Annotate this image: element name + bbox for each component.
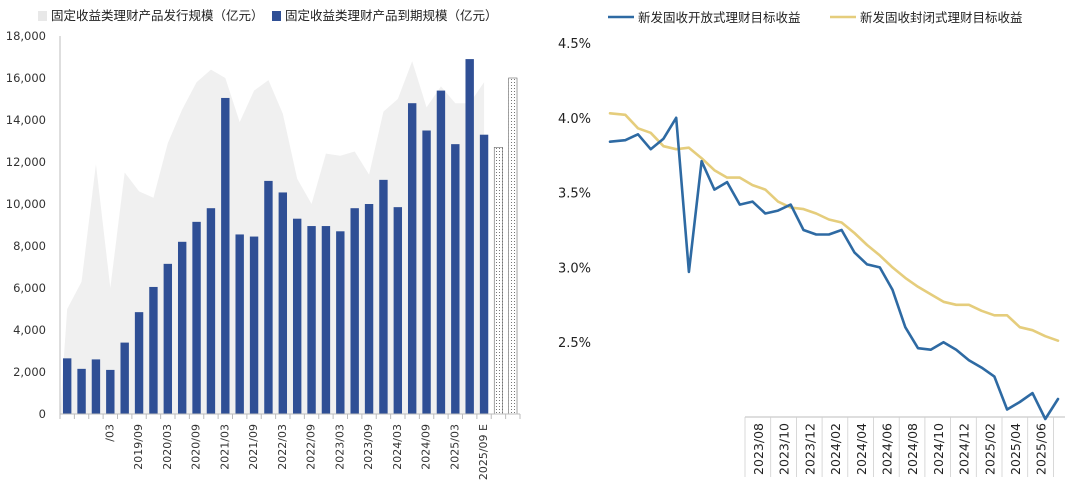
closed-ended-yield-line: [608, 112, 1060, 342]
x-tick-label: 2023/09: [362, 424, 375, 470]
y-tick-label: 2,000: [13, 365, 46, 379]
maturity-bar: [465, 59, 474, 414]
maturity-bar: [91, 359, 101, 414]
maturity-bar: [479, 134, 489, 414]
x-tick-label: 2024/04: [854, 423, 869, 475]
y-tick-label: 4,000: [13, 323, 46, 337]
x-tick-label: 2022/03: [276, 424, 289, 470]
maturity-bar: [292, 218, 302, 414]
maturity-bar: [336, 231, 345, 414]
x-tick-label: 2020/03: [161, 424, 174, 470]
legend-swatch-maturity: [272, 11, 281, 21]
x-tick-label: 2023/08: [751, 423, 766, 475]
y-tick-label: 3.5%: [558, 187, 591, 202]
legend-label-closed: 新发固收封闭式理财目标收益: [860, 10, 1023, 25]
x-tick-label: 2021/09: [247, 424, 260, 470]
left-bar-chart: 0 2,000 4,000 6,000 8,000 10,000 12,000 14,000 1…: [6, 8, 521, 480]
open-ended-yield-line: [608, 116, 1060, 421]
estimate-bar: [508, 77, 518, 415]
maturity-bar: [393, 207, 403, 414]
legend-swatch-issuance: [38, 11, 47, 21]
maturity-bar: [120, 342, 129, 414]
maturity-bar: [206, 208, 216, 414]
right-line-chart: 2.5% 3.0% 3.5% 4.0% 4.5% 2023/08 2023/10 2023/1…: [558, 10, 1065, 477]
maturity-bar: [177, 241, 187, 414]
x-tick-label: 2023/03: [333, 424, 346, 470]
maturity-bar: [451, 144, 460, 414]
x-tick-label: 2023/12: [802, 423, 817, 475]
maturity-bar: [278, 192, 288, 414]
legend-label-maturity: 固定收益类理财产品到期规模（亿元）: [285, 8, 498, 23]
x-tick-label: 2023/10: [777, 423, 792, 475]
legend-label-open: 新发固收开放式理财目标收益: [638, 10, 801, 25]
x-tick-label: 2024/09: [420, 424, 433, 470]
maturity-bar: [134, 312, 144, 414]
maturity-bar: [235, 234, 244, 414]
maturity-bar: [192, 221, 201, 414]
y-tick-label: 2.5%: [558, 336, 591, 351]
maturity-bar: [77, 368, 86, 414]
y-tick-label: 18,000: [6, 29, 46, 43]
maturity-bar: [321, 226, 331, 414]
y-tick-label: 8,000: [13, 239, 46, 253]
x-tick-label: /03: [103, 424, 116, 442]
y-tick-label: 6,000: [13, 281, 46, 295]
x-tick-label: 2025/04: [1008, 423, 1023, 475]
estimate-bar: [493, 147, 503, 415]
y-tick-label: 10,000: [6, 197, 46, 211]
maturity-bar: [62, 358, 72, 414]
x-tick-label: 2025/06: [1034, 423, 1049, 475]
x-tick-label: 2020/09: [190, 424, 203, 470]
x-tick-label: 2024/02: [828, 423, 843, 475]
maturity-bar: [149, 286, 158, 414]
x-tick-label: 2025/03: [448, 424, 461, 470]
maturity-bar: [422, 130, 431, 414]
maturity-bar: [163, 263, 173, 414]
y-tick-label: 4.5%: [558, 37, 591, 52]
x-tick-label: 2025/09 E: [477, 424, 490, 480]
x-tick-label: 2025/02: [982, 423, 997, 475]
x-tick-label: 2024/10: [931, 423, 946, 475]
maturity-bar: [436, 90, 446, 414]
x-tick-label: 2019/09: [132, 424, 145, 470]
x-tick-label: 2024/12: [957, 423, 972, 475]
maturity-bar: [307, 226, 316, 414]
maturity-bar: [407, 103, 417, 414]
maturity-bar: [264, 180, 273, 414]
maturity-bar: [221, 97, 230, 414]
x-tick-label: 2024/06: [880, 423, 895, 475]
x-tick-label: 2024/08: [905, 423, 920, 475]
y-tick-label: 0: [39, 407, 46, 421]
maturity-bar: [379, 179, 388, 414]
maturity-bar: [106, 369, 115, 414]
maturity-bar: [350, 208, 359, 414]
y-tick-label: 12,000: [6, 155, 46, 169]
x-tick-label: 2021/03: [218, 424, 231, 470]
x-tick-label: 2022/09: [305, 424, 318, 470]
maturity-bar: [364, 204, 374, 414]
y-tick-label: 14,000: [6, 113, 46, 127]
y-tick-label: 3.0%: [558, 261, 591, 276]
y-tick-label: 16,000: [6, 71, 46, 85]
x-tick-label: 2024/03: [391, 424, 404, 470]
y-tick-label: 4.0%: [558, 112, 591, 127]
legend-label-issuance: 固定收益类理财产品发行规模（亿元）: [51, 8, 264, 23]
maturity-bar: [249, 236, 259, 414]
